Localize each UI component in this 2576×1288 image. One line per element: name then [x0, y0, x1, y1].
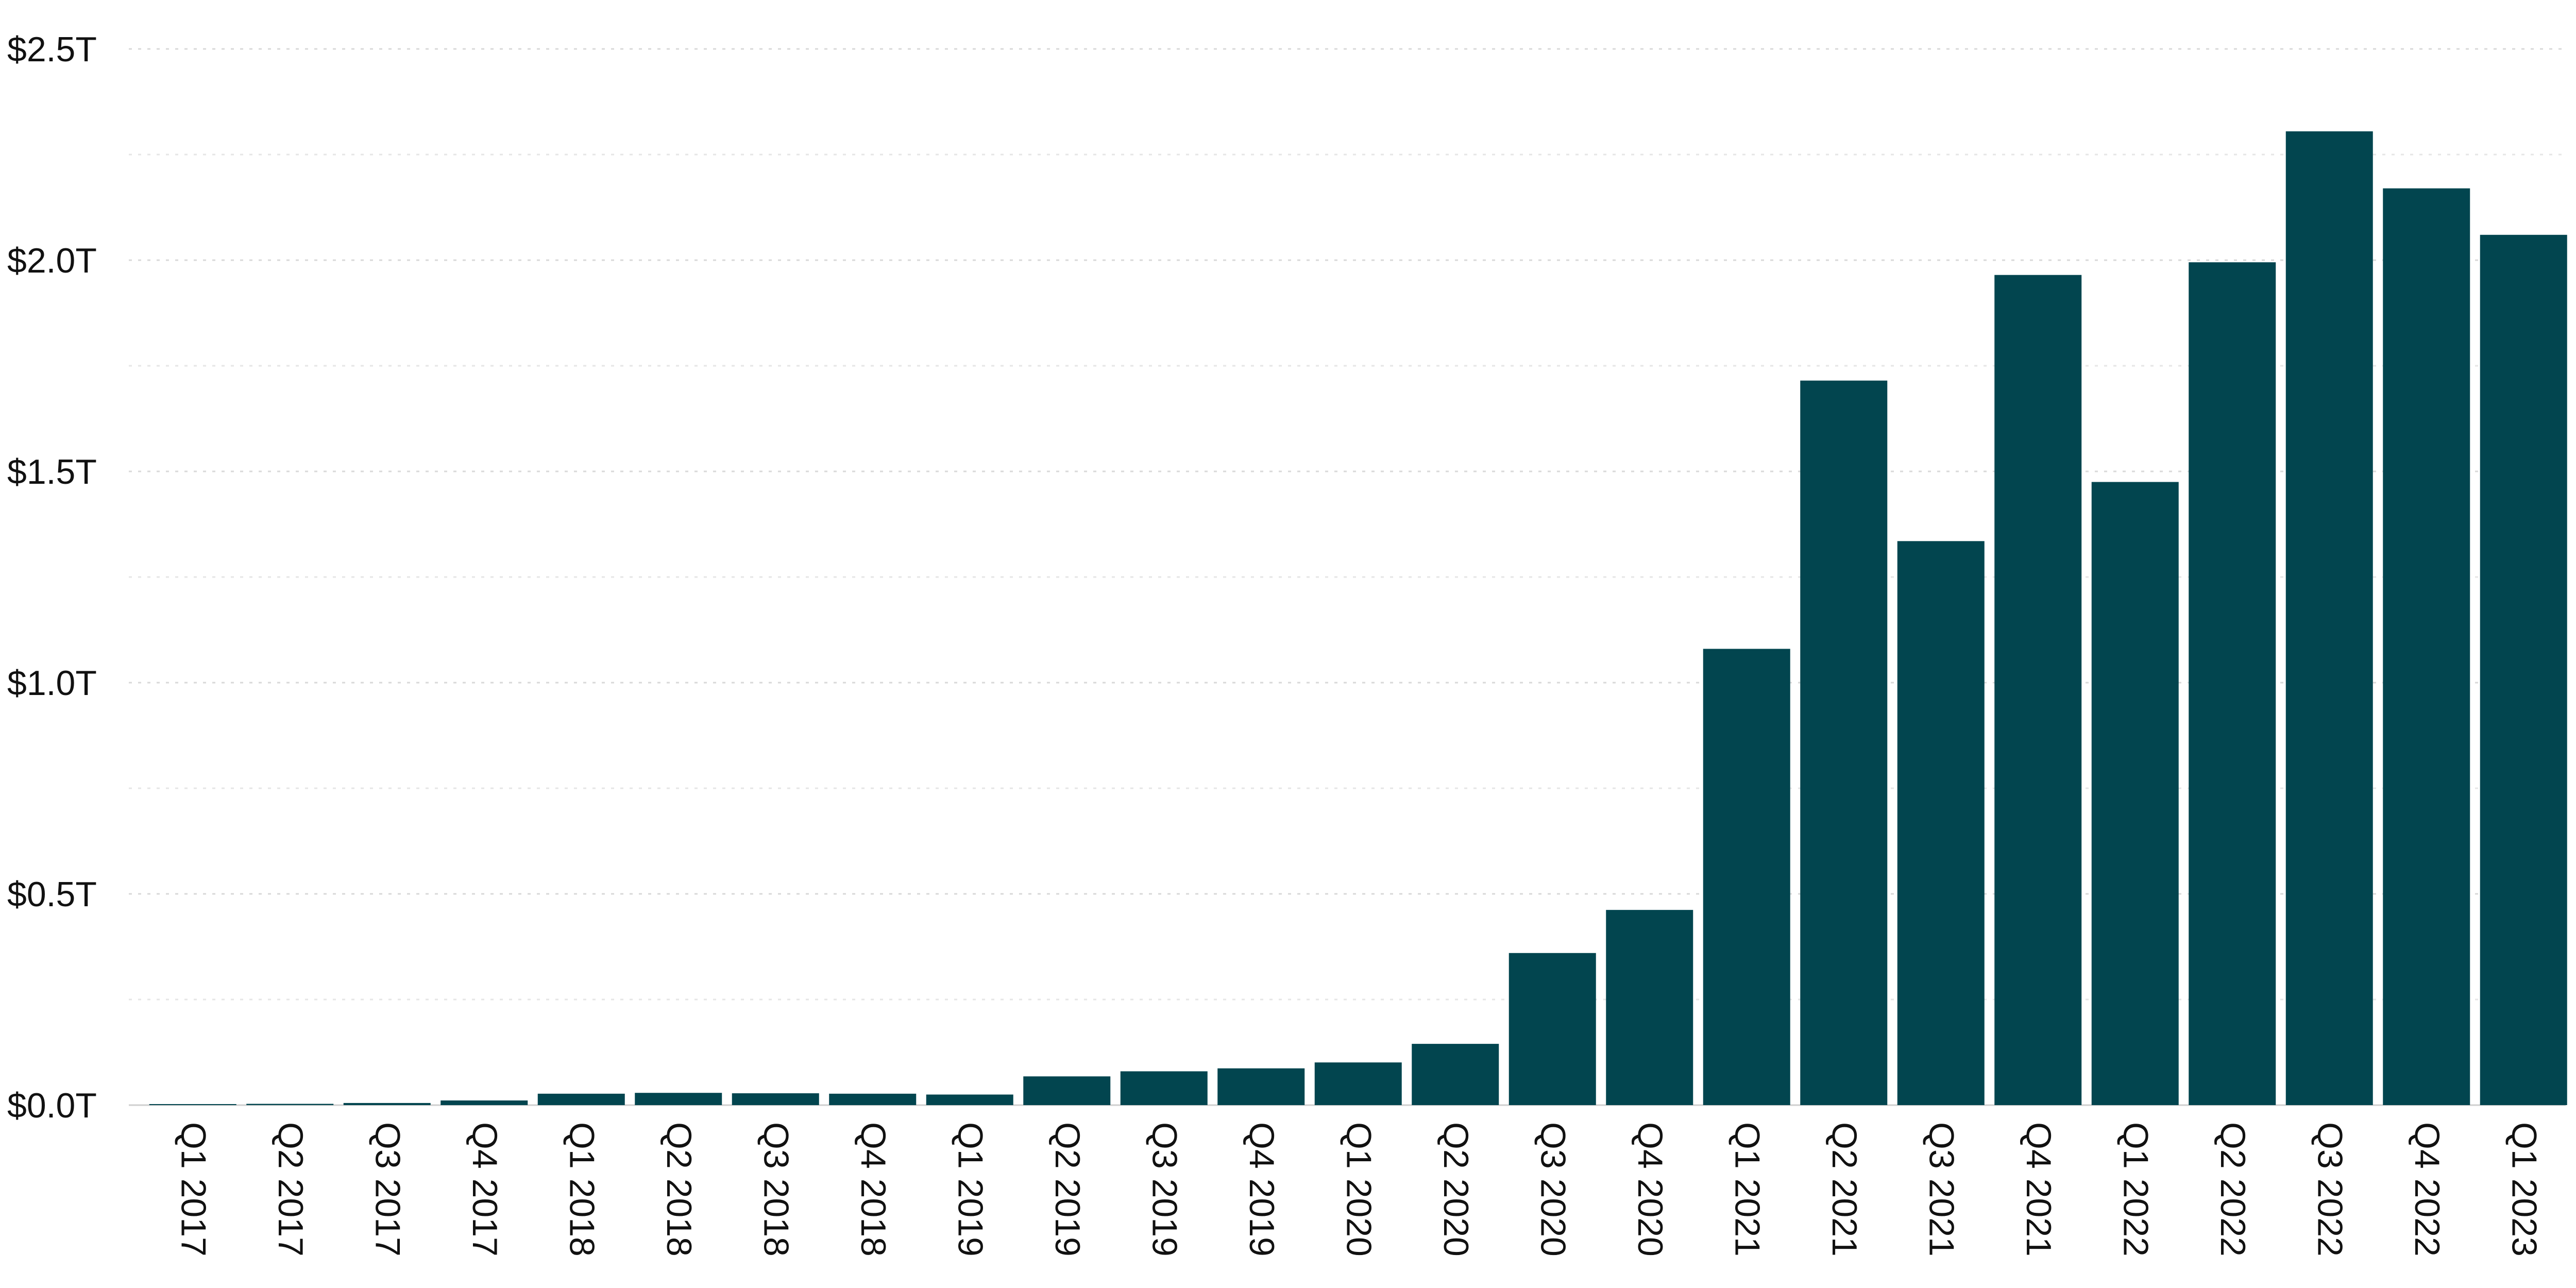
bar	[1023, 1076, 1111, 1105]
bar	[732, 1093, 819, 1105]
x-tick-label: Q1 2021	[1727, 1122, 1767, 1257]
x-tick-label: Q3 2018	[756, 1122, 795, 1257]
x-tick-label: Q3 2017	[368, 1122, 407, 1257]
y-tick-label: $1.0T	[7, 664, 97, 703]
x-tick-label: Q1 2017	[174, 1122, 213, 1257]
x-tick-label: Q1 2019	[951, 1122, 990, 1257]
bar	[246, 1104, 334, 1105]
x-tick-label: Q4 2021	[2019, 1122, 2058, 1257]
bar	[1800, 380, 1888, 1106]
x-tick-label: Q1 2022	[2116, 1122, 2155, 1257]
bar	[926, 1094, 1013, 1105]
x-tick-label: Q1 2018	[562, 1122, 601, 1257]
bar	[440, 1100, 528, 1105]
bar	[343, 1103, 431, 1105]
y-tick-label: $1.5T	[7, 452, 97, 492]
bar	[2480, 234, 2567, 1105]
bar	[1412, 1044, 1499, 1105]
bar	[1606, 910, 1693, 1105]
y-tick-label: $2.0T	[7, 241, 97, 280]
bar	[1120, 1071, 1208, 1105]
y-tick-label: $0.0T	[7, 1086, 97, 1125]
x-tick-label: Q4 2019	[1242, 1122, 1281, 1257]
x-tick-label: Q2 2017	[271, 1122, 310, 1257]
x-tick-label: Q4 2022	[2408, 1122, 2447, 1257]
x-tick-label: Q2 2022	[2213, 1122, 2252, 1257]
x-tick-label: Q4 2020	[1631, 1122, 1670, 1257]
bars	[149, 131, 2567, 1106]
x-tick-label: Q3 2021	[1922, 1122, 1961, 1257]
bar	[2285, 131, 2373, 1105]
bar	[1217, 1068, 1305, 1105]
bar	[149, 1104, 236, 1105]
y-tick-label: $2.5T	[7, 30, 97, 69]
bar	[829, 1093, 917, 1105]
x-tick-label: Q4 2018	[854, 1122, 893, 1257]
x-tick-label: Q1 2020	[1339, 1122, 1378, 1257]
bar	[1703, 649, 1790, 1105]
x-tick-label: Q4 2017	[465, 1122, 504, 1257]
bar	[2383, 188, 2470, 1106]
bar	[537, 1093, 625, 1105]
x-tick-label: Q2 2020	[1436, 1122, 1476, 1257]
y-axis: $0.0T $0.5T $1.0T $1.5T $2.0T $2.5T	[7, 30, 97, 1125]
x-tick-label: Q3 2020	[1533, 1122, 1572, 1257]
x-tick-label: Q1 2023	[2504, 1122, 2544, 1257]
bar	[2091, 482, 2179, 1105]
x-tick-label: Q3 2022	[2310, 1122, 2349, 1257]
x-tick-label: Q2 2018	[659, 1122, 699, 1257]
bar	[2189, 262, 2276, 1106]
bar	[1897, 541, 1985, 1105]
bar	[635, 1093, 722, 1105]
x-tick-label: Q2 2019	[1048, 1122, 1087, 1257]
bar	[1314, 1062, 1402, 1105]
x-tick-label: Q2 2021	[1825, 1122, 1864, 1257]
y-tick-label: $0.5T	[7, 875, 97, 914]
x-axis: Q1 2017 Q2 2017 Q3 2017 Q4 2017 Q1 2018 Q2 20…	[174, 1122, 2544, 1257]
bar	[1509, 953, 1596, 1105]
x-tick-label: Q3 2019	[1145, 1122, 1184, 1257]
bar	[1994, 275, 2082, 1106]
